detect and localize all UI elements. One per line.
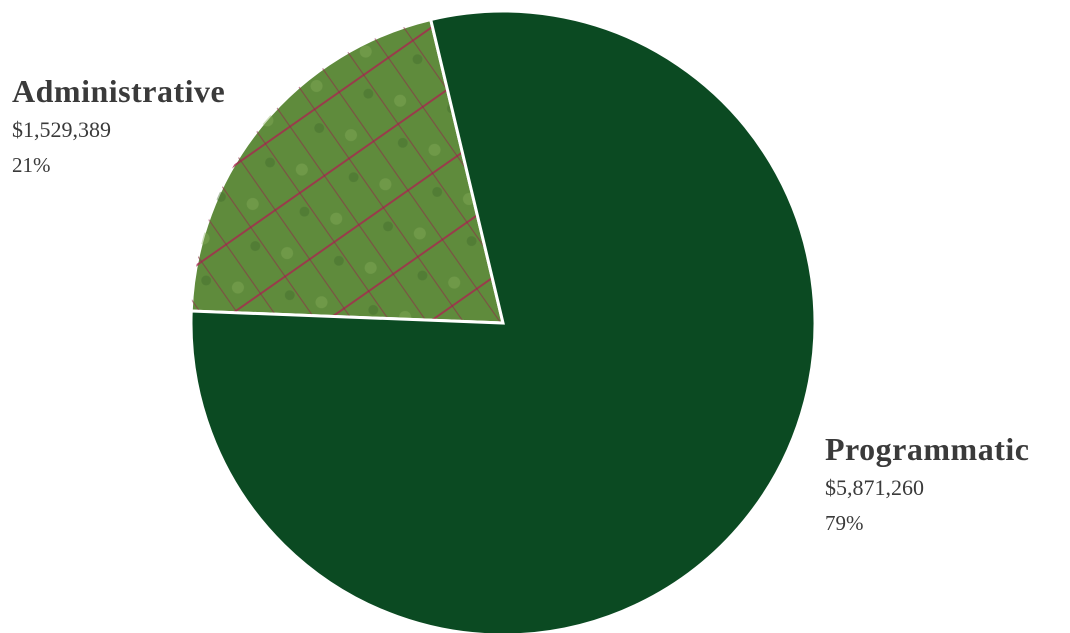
slice-amount: $5,871,260 xyxy=(825,475,924,500)
pie-slice xyxy=(189,9,817,633)
pie xyxy=(189,9,817,633)
slice-name: Programmatic xyxy=(825,431,1029,467)
slice-name: Administrative xyxy=(12,73,225,109)
labels: Administrative $1,529,389 21% Programmatic $… xyxy=(12,73,1029,535)
slice-percent: 79% xyxy=(825,511,864,535)
slice-percent: 21% xyxy=(12,153,51,177)
slice-amount: $1,529,389 xyxy=(12,117,111,142)
slice-texture xyxy=(191,19,503,323)
